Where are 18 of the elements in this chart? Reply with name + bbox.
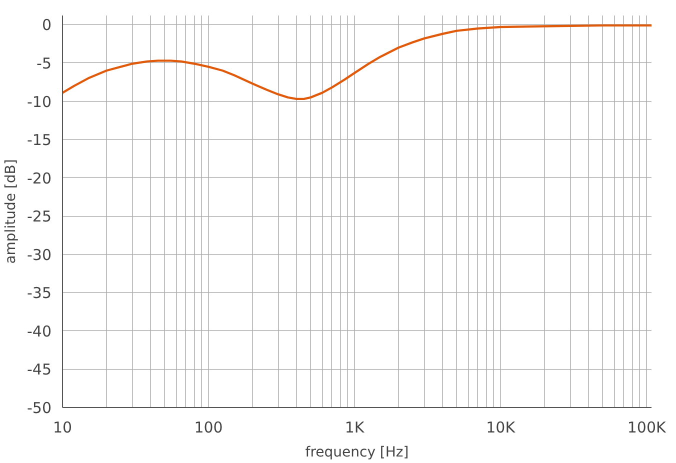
x-tick-label: 10K [486,418,516,436]
y-tick-label: -15 [27,131,52,150]
y-tick-label: -40 [27,322,52,340]
y-tick-label: -35 [27,284,52,302]
y-tick-label: -45 [27,360,52,379]
y-tick-label: -20 [27,169,52,188]
y-tick-label: 0 [42,16,52,34]
x-axis-title: frequency [Hz] [305,444,409,460]
y-tick-label: -10 [27,92,52,111]
x-tick-label: 100 [194,418,223,436]
y-tick-label: -25 [27,208,52,226]
y-tick-label: -30 [27,246,52,264]
x-tick-label: 1K [344,418,366,436]
x-tick-label: 100K [627,418,668,436]
y-axis-title: amplitude [dB] [3,159,19,264]
y-tick-label: -5 [36,54,52,72]
x-tick-label: 10 [52,418,72,436]
y-tick-label: -50 [27,399,52,417]
